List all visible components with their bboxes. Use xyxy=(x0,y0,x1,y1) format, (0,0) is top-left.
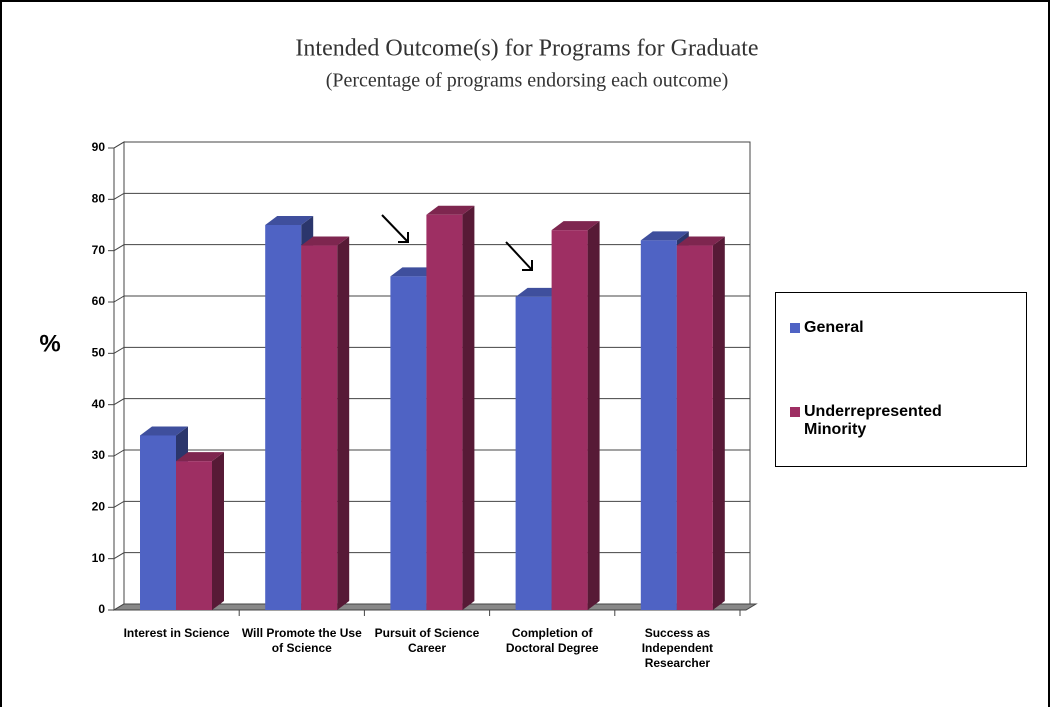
bar xyxy=(390,276,427,610)
bar-top xyxy=(140,426,188,436)
legend-swatch xyxy=(790,323,800,333)
bar-top xyxy=(176,452,224,462)
grid-line xyxy=(113,244,750,252)
bar xyxy=(176,461,212,610)
y-tick-label: 40 xyxy=(92,397,106,411)
bar-top xyxy=(426,205,475,215)
arrows xyxy=(381,214,533,271)
x-tick-label: Completion of Doctoral Degree xyxy=(505,626,599,655)
bar xyxy=(551,230,588,610)
bar xyxy=(140,435,176,610)
y-tick-label: 80 xyxy=(92,192,106,206)
side-wall xyxy=(113,141,125,611)
y-tick-label: 60 xyxy=(92,294,106,308)
legend-item: General xyxy=(790,319,984,337)
bar-side xyxy=(712,236,725,611)
y-axis-label: % xyxy=(39,330,60,357)
y-tick-label: 50 xyxy=(92,346,106,360)
legend: General Underrepresented Minority xyxy=(775,292,1027,467)
bar-top xyxy=(265,216,314,225)
bar-side xyxy=(212,452,224,610)
y-tick-label: 70 xyxy=(92,243,106,257)
bar-top xyxy=(301,236,350,246)
chart-title: Intended Outcome(s) for Programs for Gra… xyxy=(295,36,758,62)
y-tick-label: 10 xyxy=(92,551,106,565)
bar-side xyxy=(587,221,600,610)
y-tick-label: 20 xyxy=(92,500,106,514)
grid-line xyxy=(113,192,750,200)
x-tick-label: Pursuit of Science Career xyxy=(374,626,480,655)
legend-swatch xyxy=(790,407,800,417)
x-tick-label: Success as Independent Researcher xyxy=(641,626,714,670)
chart-subtitle: (Percentage of programs endorsing each o… xyxy=(326,70,729,92)
legend-label: Underrepresented Minority xyxy=(804,403,942,438)
bar-top xyxy=(676,236,725,246)
x-tick-label: Will Promote the Use of Science xyxy=(241,626,362,655)
x-tick-label: Interest in Science xyxy=(123,626,230,640)
bar-side xyxy=(337,236,350,611)
bar xyxy=(676,245,713,611)
bar-top xyxy=(551,221,600,231)
y-tick-label: 90 xyxy=(92,140,106,154)
bar xyxy=(640,240,677,610)
y-tick-label: 0 xyxy=(98,602,105,616)
legend-label: General xyxy=(804,319,864,336)
bar xyxy=(515,296,552,610)
bar xyxy=(265,225,302,610)
bar-side xyxy=(462,205,475,610)
legend-item: Underrepresented Minority xyxy=(790,403,984,439)
y-tick-label: 30 xyxy=(92,448,106,462)
bar xyxy=(301,245,338,611)
grid-line xyxy=(113,141,750,149)
bar-top xyxy=(640,231,689,241)
bar xyxy=(426,214,463,610)
